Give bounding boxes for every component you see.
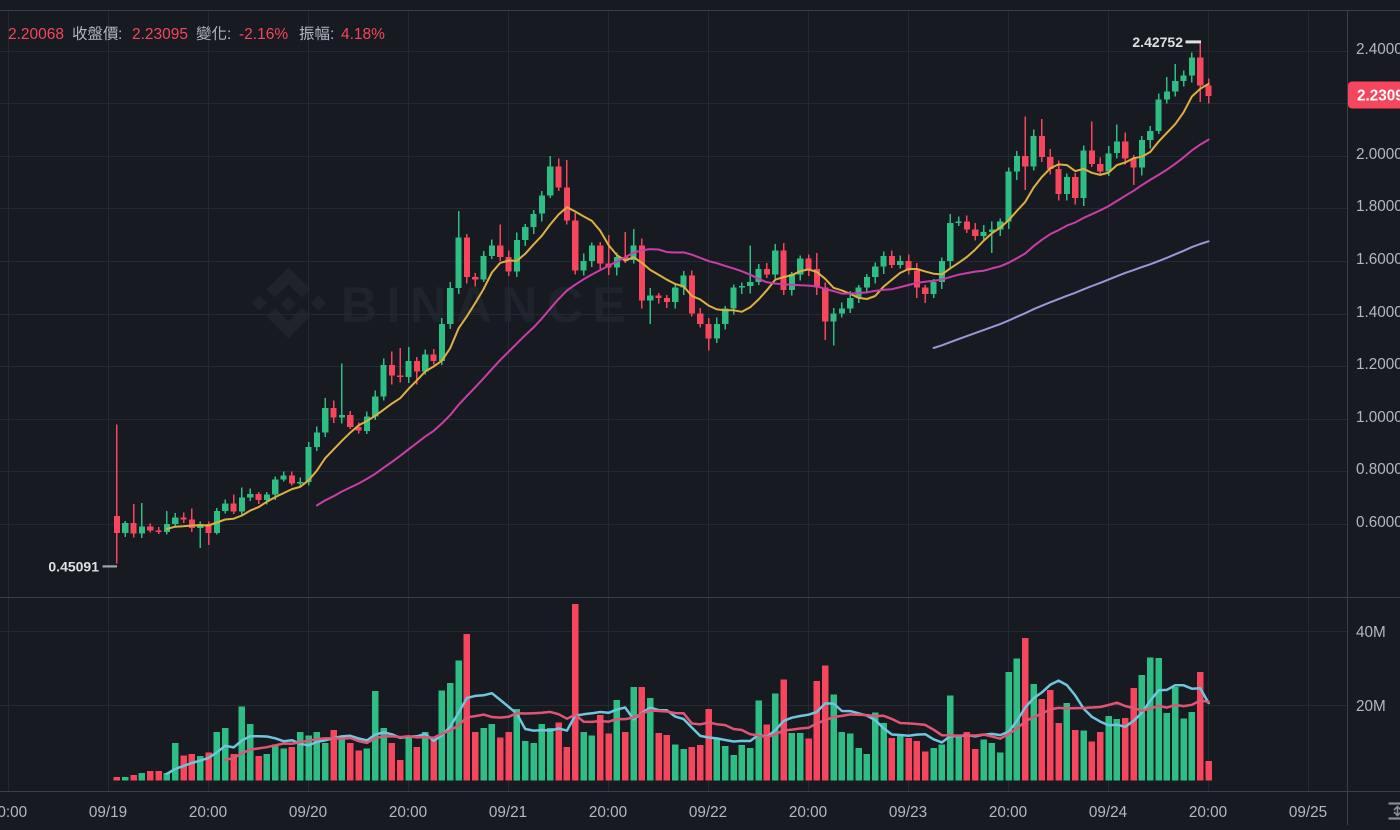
svg-text:20:00: 20:00 <box>589 804 627 821</box>
svg-text:0.45091: 0.45091 <box>48 559 99 575</box>
svg-text:20:00: 20:00 <box>1189 804 1227 821</box>
svg-text:0.8000: 0.8000 <box>1356 461 1400 478</box>
svg-text:2.42752: 2.42752 <box>1132 34 1183 50</box>
svg-text:2.2309: 2.2309 <box>1357 88 1400 105</box>
svg-text:2.23095: 2.23095 <box>132 26 188 43</box>
svg-text:09/20: 09/20 <box>289 804 327 821</box>
svg-text::: : <box>330 26 334 43</box>
svg-text:4.18%: 4.18% <box>341 26 385 43</box>
svg-text:40M: 40M <box>1356 624 1386 641</box>
svg-text:20:00: 20:00 <box>389 804 427 821</box>
svg-text:20:00: 20:00 <box>789 804 827 821</box>
svg-text:BINANCE: BINANCE <box>341 277 635 333</box>
svg-text:2.0000: 2.0000 <box>1356 146 1400 163</box>
svg-text::: : <box>118 26 122 43</box>
svg-text:1.4000: 1.4000 <box>1356 304 1400 321</box>
svg-text:1.2000: 1.2000 <box>1356 356 1400 373</box>
svg-text:2.20068: 2.20068 <box>8 26 64 43</box>
svg-text:09/25: 09/25 <box>1289 804 1327 821</box>
svg-text:09/19: 09/19 <box>89 804 127 821</box>
svg-text:20M: 20M <box>1356 698 1386 715</box>
svg-text:10:00: 10:00 <box>0 804 27 821</box>
svg-text:09/23: 09/23 <box>889 804 927 821</box>
svg-text:20:00: 20:00 <box>189 804 227 821</box>
svg-text:09/22: 09/22 <box>689 804 727 821</box>
svg-text:09/24: 09/24 <box>1089 804 1128 821</box>
svg-text:2.4000: 2.4000 <box>1356 41 1400 58</box>
svg-text:1.6000: 1.6000 <box>1356 251 1400 268</box>
svg-text::: : <box>227 26 231 43</box>
svg-text:20:00: 20:00 <box>989 804 1027 821</box>
svg-text:1.0000: 1.0000 <box>1356 409 1400 426</box>
svg-text:-2.16%: -2.16% <box>239 26 288 43</box>
svg-text:1.8000: 1.8000 <box>1356 198 1400 215</box>
svg-text:0.6000: 0.6000 <box>1356 514 1400 531</box>
svg-text:09/21: 09/21 <box>489 804 527 821</box>
